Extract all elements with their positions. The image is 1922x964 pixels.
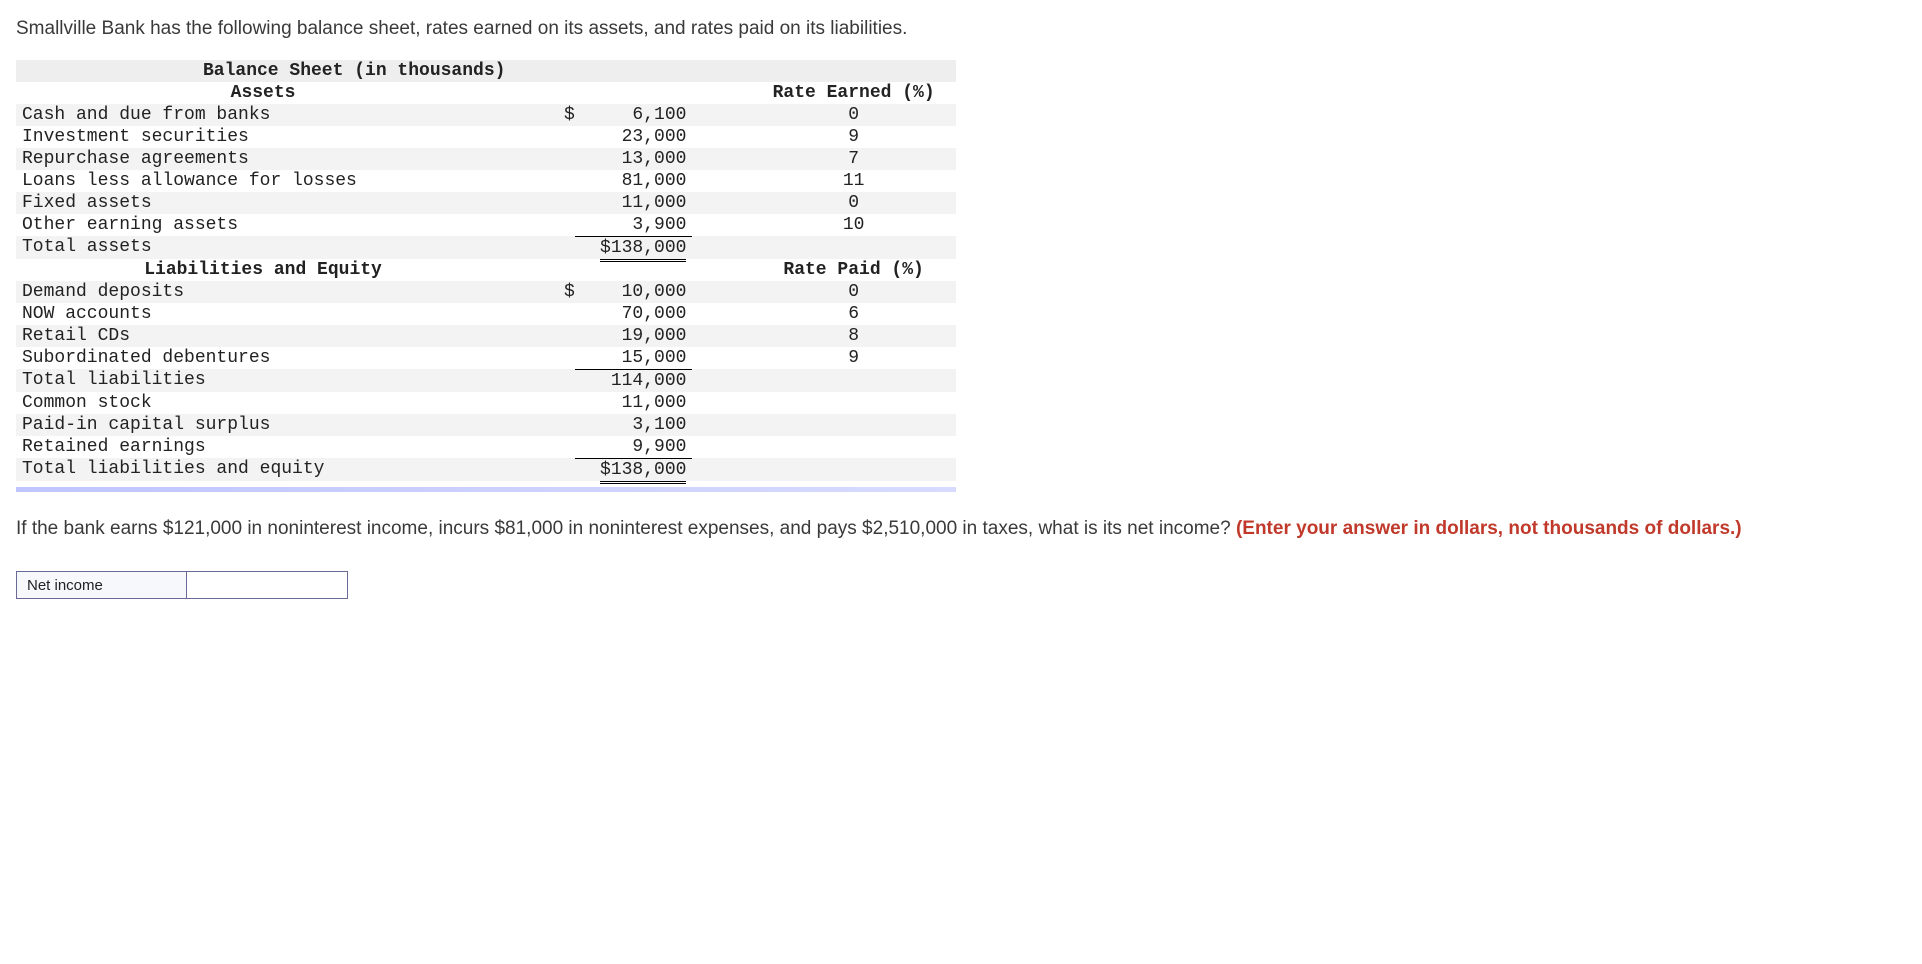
asset-amount: 11,000 [575, 192, 693, 214]
equity-label: Retained earnings [16, 436, 510, 459]
asset-rate: 11 [751, 170, 956, 192]
asset-amount: 81,000 [575, 170, 693, 192]
asset-rate: 10 [751, 214, 956, 237]
asset-amount: 6,100 [575, 104, 693, 126]
liab-rate: 8 [751, 325, 956, 347]
liab-amount: 15,000 [575, 347, 693, 370]
asset-rate: 9 [751, 126, 956, 148]
total-liabilities-amount: 114,000 [575, 369, 693, 392]
asset-label: Loans less allowance for losses [16, 170, 510, 192]
total-liab-equity-label: Total liabilities and equity [16, 458, 510, 481]
net-income-input[interactable] [187, 572, 347, 598]
accent-bar [16, 487, 956, 492]
liab-amount: 10,000 [575, 281, 693, 303]
total-liabilities-label: Total liabilities [16, 369, 510, 392]
liab-rate: 0 [751, 281, 956, 303]
intro-text: Smallville Bank has the following balanc… [16, 16, 1906, 42]
balance-sheet-table: Balance Sheet (in thousands) Assets Rate… [16, 60, 956, 481]
asset-amount: 3,900 [575, 214, 693, 237]
asset-label: Other earning assets [16, 214, 510, 237]
total-assets-amount: $138,000 [575, 236, 693, 259]
asset-label: Investment securities [16, 126, 510, 148]
table-title: Balance Sheet (in thousands) [16, 60, 692, 82]
liabilities-equity-header: Liabilities and Equity [16, 259, 510, 281]
liab-amount: 19,000 [575, 325, 693, 347]
asset-amount: 13,000 [575, 148, 693, 170]
asset-rate: 0 [751, 192, 956, 214]
liab-label: Subordinated debentures [16, 347, 510, 370]
equity-amount: 9,900 [575, 436, 693, 459]
assets-header: Assets [16, 82, 510, 104]
net-income-label: Net income [17, 572, 187, 598]
liab-label: NOW accounts [16, 303, 510, 325]
total-liab-equity-amount: $138,000 [575, 458, 693, 481]
equity-amount: 3,100 [575, 414, 693, 436]
total-assets-label: Total assets [16, 236, 510, 259]
liab-rate: 6 [751, 303, 956, 325]
asset-rate: 7 [751, 148, 956, 170]
question-text: If the bank earns $121,000 in noninteres… [16, 516, 1906, 542]
equity-label: Paid-in capital surplus [16, 414, 510, 436]
equity-amount: 11,000 [575, 392, 693, 414]
asset-label: Cash and due from banks [16, 104, 510, 126]
liab-label: Retail CDs [16, 325, 510, 347]
liab-label: Demand deposits [16, 281, 510, 303]
liab-rate: 9 [751, 347, 956, 370]
rate-paid-header: Rate Paid (%) [751, 259, 956, 281]
rate-earned-header: Rate Earned (%) [751, 82, 956, 104]
asset-label: Repurchase agreements [16, 148, 510, 170]
asset-label: Fixed assets [16, 192, 510, 214]
asset-rate: 0 [751, 104, 956, 126]
answer-row: Net income [16, 571, 348, 599]
asset-amount: 23,000 [575, 126, 693, 148]
liab-amount: 70,000 [575, 303, 693, 325]
equity-label: Common stock [16, 392, 510, 414]
